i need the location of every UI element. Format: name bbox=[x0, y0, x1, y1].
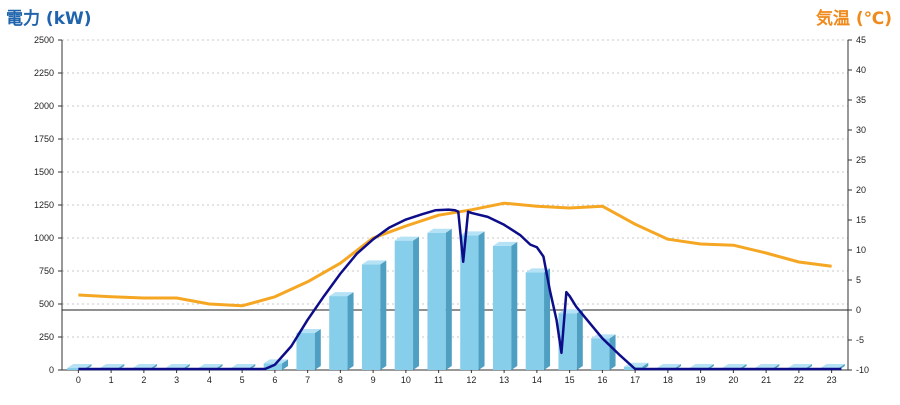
left-tick-label: 750 bbox=[39, 266, 54, 276]
bar bbox=[361, 264, 381, 370]
left-tick-label: 2250 bbox=[34, 68, 54, 78]
bar-top bbox=[99, 364, 125, 368]
x-tick-label: 22 bbox=[794, 375, 804, 385]
power-line bbox=[78, 208, 842, 371]
left-tick-label: 0 bbox=[49, 365, 54, 375]
x-tick-label: 7 bbox=[305, 375, 310, 385]
right-axis-title: 気温 (℃) bbox=[815, 9, 892, 29]
bar-side bbox=[347, 292, 354, 370]
bar-top bbox=[689, 364, 714, 368]
right-tick-label: 10 bbox=[856, 245, 866, 255]
bar-top bbox=[198, 364, 223, 368]
bar bbox=[460, 235, 479, 370]
right-tick-label: 5 bbox=[856, 275, 861, 285]
right-tick-label: 40 bbox=[856, 65, 866, 75]
x-tick-label: 9 bbox=[371, 375, 376, 385]
left-axis-title: 電力 (kW) bbox=[6, 9, 92, 29]
bar bbox=[329, 296, 348, 370]
bar-side bbox=[380, 260, 387, 370]
x-tick-label: 4 bbox=[207, 375, 212, 385]
left-tick-label: 1250 bbox=[34, 200, 54, 210]
bar-top bbox=[656, 364, 682, 368]
bar-top bbox=[492, 241, 518, 246]
bar bbox=[67, 368, 86, 370]
bar-side bbox=[314, 329, 321, 370]
left-tick-label: 2500 bbox=[34, 35, 54, 45]
x-tick-label: 5 bbox=[240, 375, 245, 385]
left-tick-label: 1000 bbox=[34, 233, 54, 243]
x-tick-label: 17 bbox=[630, 375, 640, 385]
bar-top bbox=[132, 364, 158, 368]
bar-top bbox=[263, 359, 289, 364]
right-tick-label: -10 bbox=[856, 365, 869, 375]
bar-top bbox=[722, 364, 747, 368]
bar-top bbox=[361, 260, 387, 265]
bar-side bbox=[511, 241, 518, 370]
bar bbox=[394, 240, 414, 370]
bar bbox=[296, 333, 315, 370]
bar-top bbox=[591, 334, 616, 339]
x-tick-label: 16 bbox=[597, 375, 607, 385]
bar-top bbox=[230, 364, 256, 368]
right-tick-label: 25 bbox=[856, 155, 866, 165]
bar-side bbox=[282, 359, 289, 370]
left-tick-label: 500 bbox=[39, 299, 54, 309]
bar-side bbox=[445, 228, 452, 370]
bar-top bbox=[754, 364, 780, 368]
x-tick-label: 2 bbox=[141, 375, 146, 385]
bar bbox=[591, 338, 610, 370]
bar-top bbox=[394, 236, 420, 241]
bar-side bbox=[544, 268, 551, 370]
right-tick-label: 30 bbox=[856, 125, 866, 135]
bar-top bbox=[820, 364, 845, 368]
bar-top bbox=[525, 268, 551, 273]
bar bbox=[492, 245, 512, 370]
right-tick-label: 35 bbox=[856, 95, 866, 105]
x-tick-label: 18 bbox=[663, 375, 673, 385]
bar-top bbox=[329, 292, 354, 297]
x-tick-label: 12 bbox=[466, 375, 476, 385]
bar-top bbox=[165, 364, 190, 368]
x-tick-label: 3 bbox=[174, 375, 179, 385]
right-tick-label: 0 bbox=[856, 305, 861, 315]
bar-top bbox=[787, 364, 813, 368]
right-tick-label: -5 bbox=[856, 335, 864, 345]
bar bbox=[427, 232, 446, 370]
x-tick-label: 0 bbox=[76, 375, 81, 385]
x-tick-label: 10 bbox=[401, 375, 411, 385]
x-tick-label: 1 bbox=[109, 375, 114, 385]
x-tick-label: 11 bbox=[434, 375, 443, 385]
left-tick-label: 250 bbox=[39, 332, 54, 342]
x-tick-label: 6 bbox=[272, 375, 277, 385]
bar-top bbox=[67, 364, 92, 368]
x-tick-label: 15 bbox=[565, 375, 575, 385]
left-tick-label: 2000 bbox=[34, 101, 54, 111]
bar bbox=[525, 272, 545, 370]
bar-side bbox=[576, 309, 583, 370]
left-tick-label: 1750 bbox=[34, 134, 54, 144]
bar-side bbox=[413, 236, 420, 370]
x-tick-label: 23 bbox=[827, 375, 837, 385]
right-tick-label: 20 bbox=[856, 185, 866, 195]
left-tick-label: 1500 bbox=[34, 167, 54, 177]
right-tick-label: 45 bbox=[856, 35, 866, 45]
x-tick-label: 14 bbox=[532, 375, 542, 385]
x-tick-label: 13 bbox=[499, 375, 509, 385]
x-tick-label: 19 bbox=[696, 375, 706, 385]
temperature-line bbox=[78, 201, 832, 308]
bar-top bbox=[427, 228, 452, 233]
x-tick-label: 21 bbox=[761, 375, 771, 385]
bar-side bbox=[609, 334, 616, 370]
x-tick-label: 8 bbox=[338, 375, 343, 385]
bar-side bbox=[478, 231, 485, 370]
x-tick-label: 20 bbox=[728, 375, 738, 385]
right-tick-label: 15 bbox=[856, 215, 866, 225]
